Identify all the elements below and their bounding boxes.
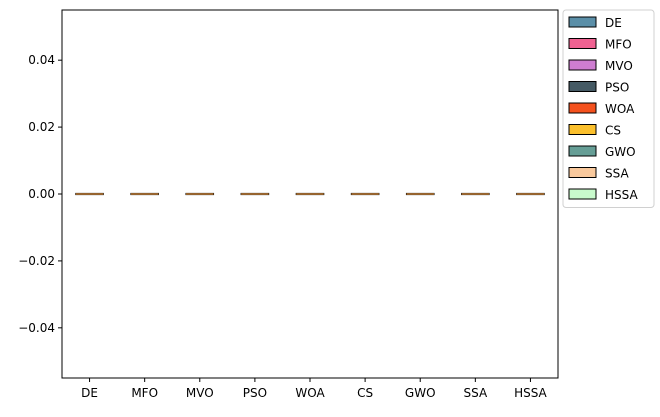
box-pso <box>240 192 270 196</box>
legend-item-hssa: HSSA <box>568 188 638 202</box>
x-axis: DE MFO MVO PSO WOA CS GWO SSA HSSA <box>81 378 548 400</box>
legend-item-mvo: MVO <box>568 59 633 73</box>
legend-swatch <box>568 16 597 28</box>
x-tick-label: CS <box>357 386 373 400</box>
legend-item-ssa: SSA <box>568 167 629 181</box>
y-axis: −0.04 −0.02 0.00 0.02 0.04 <box>18 53 62 335</box>
legend-label: GWO <box>605 145 636 159</box>
legend-swatch <box>568 188 597 200</box>
legend-item-pso: PSO <box>568 81 629 95</box>
legend-swatch <box>568 59 597 71</box>
legend-item-de: DE <box>568 16 622 30</box>
legend-label: CS <box>605 124 621 138</box>
legend: DE MFO MVO PSO WOA CS GWO SSA HSSA <box>562 9 655 208</box>
boxes-layer <box>75 192 545 196</box>
legend-swatch <box>568 81 597 92</box>
y-tick-label: −0.02 <box>18 254 55 268</box>
legend-label: WOA <box>605 102 635 116</box>
legend-label: MFO <box>605 38 632 52</box>
legend-swatch <box>568 167 597 178</box>
box-gwo <box>405 192 435 196</box>
x-tick-label: SSA <box>463 386 487 400</box>
legend-label: MVO <box>605 59 633 73</box>
legend-label: PSO <box>605 81 629 95</box>
legend-label: DE <box>605 16 622 30</box>
legend-item-woa: WOA <box>568 102 635 116</box>
legend-swatch <box>568 102 597 114</box>
y-tick-label: 0.02 <box>28 120 55 134</box>
x-tick-label: MVO <box>186 386 214 400</box>
x-tick-label: PSO <box>243 386 267 400</box>
box-ssa <box>461 192 490 196</box>
legend-item-cs: CS <box>568 124 621 138</box>
x-tick-label: WOA <box>295 386 325 400</box>
box-mvo <box>185 192 215 196</box>
box-mfo <box>130 192 159 196</box>
box-de <box>75 192 104 196</box>
legend-swatch <box>568 124 597 135</box>
y-tick-label: 0.04 <box>28 53 55 67</box>
y-tick-label: 0.00 <box>28 187 55 201</box>
box-cs <box>350 192 380 196</box>
x-tick-label: HSSA <box>514 386 547 400</box>
legend-item-gwo: GWO <box>568 145 636 159</box>
legend-frame <box>562 9 655 208</box>
legend-label: HSSA <box>605 188 638 202</box>
legend-swatch <box>568 38 597 49</box>
legend-swatch <box>568 145 597 157</box>
x-tick-label: DE <box>81 386 98 400</box>
x-tick-label: MFO <box>131 386 158 400</box>
legend-item-mfo: MFO <box>568 38 632 52</box>
x-tick-label: GWO <box>405 386 436 400</box>
y-tick-label: −0.04 <box>18 321 55 335</box>
legend-label: SSA <box>605 167 629 181</box>
box-woa <box>295 192 325 196</box>
box-hssa <box>516 192 545 196</box>
